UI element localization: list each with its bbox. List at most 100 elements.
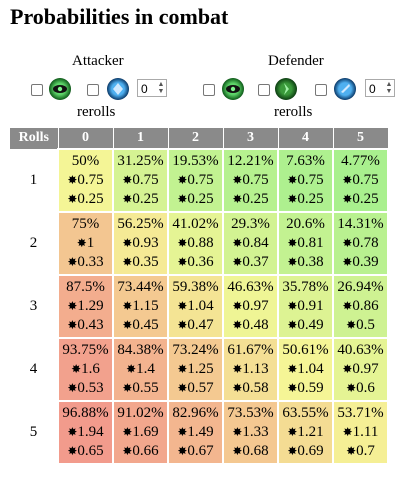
burst-icon: ✸ (346, 444, 357, 458)
attacker-rerolls-stepper[interactable]: 0 ▲ ▼ (137, 79, 167, 97)
table-row: 5 96.88% ✸1.94 ✸0.65 91.02% ✸1.69 ✸0.66 82.96% ✸… (9, 400, 389, 465)
attacker-option-checkbox-1[interactable] (31, 84, 43, 96)
expected-losses-value: 0.36 (187, 254, 214, 270)
expected-losses-value: 0.6 (356, 380, 375, 396)
rolls-header: Rolls (9, 127, 59, 150)
defender-option-checkbox-3[interactable] (315, 84, 327, 96)
expected-losses-value: 0.69 (297, 443, 324, 459)
expected-kills-line: ✸0.91 (279, 297, 332, 316)
row-label: 1 (9, 148, 59, 213)
expected-losses-line: ✸0.7 (334, 442, 387, 461)
burst-icon: ✸ (122, 299, 133, 313)
expected-losses-line: ✸0.36 (169, 253, 222, 272)
probability-value: 63.55% (282, 405, 329, 421)
arrow-icon[interactable] (275, 78, 297, 100)
expected-kills-line: ✸0.75 (334, 171, 387, 190)
probability-cell: 26.94% ✸0.86 ✸0.5 (332, 274, 389, 339)
burst-icon: ✸ (177, 318, 188, 332)
burst-icon: ✸ (67, 381, 78, 395)
defender-option-checkbox-1[interactable] (203, 84, 215, 96)
expected-kills-value: 1.4 (136, 361, 155, 377)
expected-kills-line: ✸1.04 (279, 360, 332, 379)
expected-losses-line: ✸0.25 (169, 190, 222, 209)
burst-icon: ✸ (122, 381, 133, 395)
expected-losses-line: ✸0.65 (59, 442, 112, 461)
row-label: 4 (9, 337, 59, 402)
row-label: 2 (9, 211, 59, 276)
defender-rerolls-stepper[interactable]: 0 ▲ ▼ (365, 79, 395, 97)
burst-icon: ✸ (122, 173, 133, 187)
probability-cell: 75% ✸1 ✸0.33 (57, 211, 114, 276)
expected-kills-value: 0.75 (77, 172, 104, 188)
expected-kills-value: 1.04 (187, 298, 214, 314)
burst-icon: ✸ (232, 318, 243, 332)
column-header: 0 (57, 127, 114, 150)
expected-losses-line: ✸0.39 (334, 253, 387, 272)
burst-icon: ✸ (342, 173, 353, 187)
table-row: 2 75% ✸1 ✸0.33 56.25% ✸0.93 ✸0.35 41.02% ✸0.88 ✸0… (9, 211, 389, 276)
burst-icon: ✸ (177, 236, 188, 250)
expected-losses-value: 0.7 (356, 443, 375, 459)
eye-icon[interactable] (222, 78, 244, 100)
probability-value: 4.77% (341, 153, 380, 169)
probability-cell: 7.63% ✸0.75 ✸0.25 (277, 148, 334, 213)
burst-icon: ✸ (177, 444, 188, 458)
expected-losses-value: 0.25 (352, 191, 379, 207)
expected-losses-line: ✸0.6 (334, 379, 387, 398)
attacker-rerolls-label: rerolls (77, 104, 116, 120)
burst-icon: ✸ (287, 425, 298, 439)
probability-value: 29.3% (231, 216, 270, 232)
expected-kills-value: 1.15 (132, 298, 159, 314)
probability-value: 84.38% (117, 342, 164, 358)
expected-kills-value: 1.04 (297, 361, 324, 377)
expected-losses-line: ✸0.25 (334, 190, 387, 209)
burst-icon: ✸ (287, 299, 298, 313)
column-header: 1 (112, 127, 169, 150)
probability-value: 61.67% (227, 342, 274, 358)
stepper-arrows-icon[interactable]: ▲ ▼ (157, 81, 165, 95)
probability-value: 73.24% (172, 342, 219, 358)
probability-value: 93.75% (62, 342, 109, 358)
row-label: 3 (9, 274, 59, 339)
expected-losses-line: ✸0.43 (59, 316, 112, 335)
shield-icon[interactable] (107, 78, 129, 100)
expected-kills-value: 0.97 (352, 361, 379, 377)
burst-icon: ✸ (232, 425, 243, 439)
probability-value: 14.31% (337, 216, 384, 232)
burst-icon: ✸ (342, 192, 353, 206)
probability-cell: 14.31% ✸0.78 ✸0.39 (332, 211, 389, 276)
burst-icon: ✸ (126, 362, 137, 376)
expected-losses-line: ✸0.45 (114, 316, 167, 335)
expected-kills-line: ✸1.49 (169, 423, 222, 442)
burst-icon: ✸ (67, 173, 78, 187)
probability-value: 41.02% (172, 216, 219, 232)
expected-kills-line: ✸1.29 (59, 297, 112, 316)
eye-icon[interactable] (49, 78, 71, 100)
expected-losses-value: 0.25 (297, 191, 324, 207)
expected-kills-value: 0.91 (297, 298, 324, 314)
expected-kills-line: ✸0.81 (279, 234, 332, 253)
defend-icon[interactable] (334, 78, 356, 100)
stepper-arrows-icon[interactable]: ▲ ▼ (385, 81, 393, 95)
expected-kills-value: 0.81 (297, 235, 324, 251)
probability-table: Rolls 0 1 2 3 4 5 1 50% ✸0.75 ✸0.25 31.25% ✸0… (9, 127, 389, 465)
burst-icon: ✸ (71, 362, 82, 376)
burst-icon: ✸ (122, 425, 133, 439)
burst-icon: ✸ (177, 173, 188, 187)
expected-kills-value: 0.88 (187, 235, 214, 251)
expected-kills-line: ✸0.75 (59, 171, 112, 190)
expected-kills-line: ✸0.75 (224, 171, 277, 190)
probability-value: 31.25% (117, 153, 164, 169)
attacker-option-checkbox-2[interactable] (87, 84, 99, 96)
expected-losses-line: ✸0.5 (334, 316, 387, 335)
expected-kills-line: ✸1.94 (59, 423, 112, 442)
probability-cell: 31.25% ✸0.75 ✸0.25 (112, 148, 169, 213)
burst-icon: ✸ (177, 362, 188, 376)
burst-icon: ✸ (67, 255, 78, 269)
defender-option-checkbox-2[interactable] (258, 84, 270, 96)
probability-value: 87.5% (66, 279, 105, 295)
expected-losses-value: 0.55 (132, 380, 159, 396)
expected-losses-line: ✸0.49 (279, 316, 332, 335)
expected-kills-value: 1.25 (187, 361, 214, 377)
expected-kills-value: 0.93 (132, 235, 159, 251)
